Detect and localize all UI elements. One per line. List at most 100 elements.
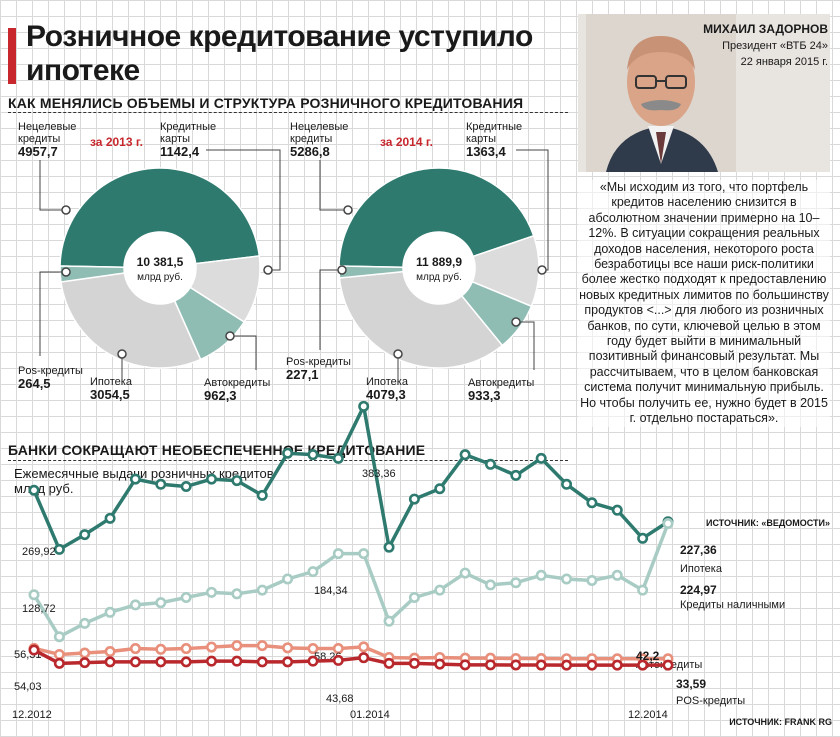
- series-point: [611, 504, 623, 516]
- series-point: [535, 452, 547, 464]
- x-tick-label: 12.2014: [628, 709, 668, 721]
- series-peak-label: 184,34: [314, 585, 348, 597]
- series-point: [586, 659, 598, 671]
- series-point: [129, 643, 141, 655]
- slice-leader-line: [319, 269, 342, 350]
- slice-value-label: 4957,7: [18, 144, 58, 159]
- slice-value-label: 933,3: [468, 388, 501, 403]
- slice-value-label: 1142,4: [160, 144, 200, 159]
- series-point: [307, 655, 319, 667]
- series-point: [256, 489, 268, 501]
- series-point: [510, 577, 522, 589]
- line-series: 54,03 43,68 33,59 POS-кредиты: [14, 644, 745, 707]
- slice-leader-dot: [511, 317, 521, 327]
- donut-hole: [124, 232, 196, 304]
- slice-leader-line: [319, 160, 348, 211]
- x-tick-label: 01.2014: [350, 709, 390, 721]
- author-role: Президент «ВТБ 24»: [722, 40, 828, 52]
- slice-name-label: карты: [466, 133, 496, 145]
- slice-name-label: Кредитные: [160, 121, 216, 133]
- slice-name-label: Ипотека: [366, 376, 409, 388]
- donut-chart-2013: 10 381,5 млрд руб. за 2013 г. Нецелевыекред…: [18, 121, 281, 403]
- series-point: [256, 640, 268, 652]
- series-line: [32, 522, 670, 639]
- series-point: [104, 646, 116, 658]
- series-point: [561, 659, 573, 671]
- series-point: [535, 569, 547, 581]
- series-point: [383, 615, 395, 627]
- slice-value-label: 5286,8: [290, 144, 330, 159]
- slice-name-label: кредиты: [18, 133, 60, 145]
- slice-value-label: 962,3: [204, 388, 237, 403]
- series-point: [129, 473, 141, 485]
- series-point: [79, 657, 91, 669]
- series-point: [231, 640, 243, 652]
- series-point: [79, 647, 91, 659]
- series-point: [79, 617, 91, 629]
- donut-chart-2014: 11 889,9 млрд руб. за 2014 г. Нецелевыекред…: [286, 121, 549, 403]
- series-name-label: POS-кредиты: [676, 695, 745, 707]
- series-point: [510, 659, 522, 671]
- series-point: [155, 478, 167, 490]
- series-point: [231, 588, 243, 600]
- series-point: [358, 548, 370, 560]
- donut-center-value: 11 889,9: [416, 255, 462, 269]
- author-portrait: [586, 14, 736, 172]
- series-point: [104, 606, 116, 618]
- series-point: [383, 657, 395, 669]
- series-point: [561, 478, 573, 490]
- slice-name-label: кредиты: [290, 133, 332, 145]
- slice-leader-dot: [225, 331, 235, 341]
- slice-value-label: 227,1: [286, 367, 319, 382]
- line-series: 269,92 383,36 227,36 Ипотека: [22, 400, 723, 575]
- series-point: [586, 497, 598, 509]
- series-point: [637, 532, 649, 544]
- series-end-label: 227,36: [680, 543, 717, 557]
- title-accent-bar: [8, 28, 16, 84]
- series-end-label: 33,59: [676, 677, 706, 691]
- series-point: [206, 641, 218, 653]
- slice-value-label: 1363,4: [466, 144, 507, 159]
- series-point: [282, 642, 294, 654]
- series-start-label: 269,92: [22, 546, 56, 558]
- series-point: [611, 659, 623, 671]
- series-point: [434, 658, 446, 670]
- series-point: [358, 400, 370, 412]
- series-point: [155, 656, 167, 668]
- series-point: [510, 469, 522, 481]
- series-point: [332, 548, 344, 560]
- series-start-label: 54,03: [14, 681, 42, 693]
- series-point: [307, 566, 319, 578]
- series-point: [180, 656, 192, 668]
- series-end-label: 224,97: [680, 583, 717, 597]
- series-point: [332, 452, 344, 464]
- donut-center-unit: млрд руб.: [137, 271, 183, 283]
- series-point: [459, 449, 471, 461]
- series-point: [180, 480, 192, 492]
- series-point: [53, 631, 65, 643]
- series-point: [256, 584, 268, 596]
- slice-leader-dot: [337, 265, 347, 275]
- series-point: [358, 652, 370, 664]
- series-point: [256, 656, 268, 668]
- series-peak-label: 43,68: [326, 693, 354, 705]
- slice-leader-dot: [263, 265, 273, 275]
- donut-period-label: за 2013 г.: [90, 135, 143, 149]
- series-point: [358, 641, 370, 653]
- series-point: [408, 657, 420, 669]
- author-date: 22 января 2015 г.: [740, 56, 828, 68]
- series-point: [586, 574, 598, 586]
- series-point: [561, 573, 573, 585]
- series-point: [28, 484, 40, 496]
- series-point: [459, 567, 471, 579]
- slice-leader-dot: [117, 349, 127, 359]
- series-point: [637, 659, 649, 671]
- series-point: [28, 589, 40, 601]
- slice-name-label: Нецелевые: [18, 121, 76, 133]
- series-point: [332, 654, 344, 666]
- series-point: [155, 643, 167, 655]
- slice-leader-line: [206, 149, 281, 271]
